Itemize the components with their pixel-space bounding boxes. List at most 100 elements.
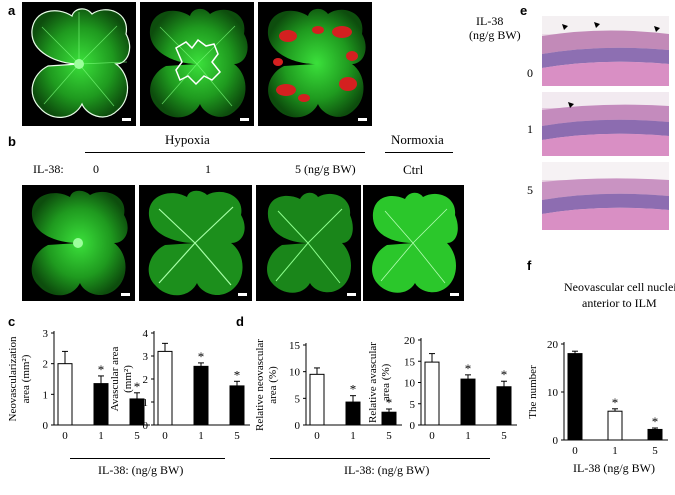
retina-image-b3 — [256, 185, 361, 301]
chart-f1: 0 10 20 The number 0 * 1 * 5 — [527, 339, 668, 457]
panel-label-f: f — [527, 258, 532, 273]
x-tick-label: 1 — [198, 430, 204, 442]
hypoxia-label: Hypoxia — [165, 132, 210, 147]
y-tick-label: 3 — [43, 328, 49, 340]
hypoxia-bracket — [85, 152, 365, 153]
scale-bar — [450, 293, 459, 296]
normoxia-bracket — [385, 152, 453, 153]
x-tick-label: 5 — [386, 430, 392, 442]
significance-marker: * — [350, 382, 357, 397]
y-tick-label: 1 — [143, 397, 149, 409]
y-tick-label: 10 — [404, 378, 416, 390]
x-tick-label: 0 — [429, 430, 435, 442]
y-tick-label: 3 — [143, 351, 149, 363]
y-tick-label: 0 — [143, 420, 149, 432]
y-tick-label: 0 — [295, 420, 301, 432]
scale-bar — [240, 118, 249, 121]
panel-label-d: d — [236, 314, 244, 329]
y-tick-label: 20 — [404, 335, 416, 347]
x-tick-label: 1 — [350, 430, 356, 442]
scale-bar — [347, 293, 356, 296]
dose-label-0: 0 — [93, 162, 99, 176]
y-axis-label: Neovascularization — [7, 336, 19, 421]
dose-label-5: 5 (ng/g BW) — [295, 162, 356, 176]
significance-marker: * — [465, 361, 472, 376]
x-tick-label: 1 — [98, 430, 104, 442]
f-footer: IL-38 (ng/g BW) — [573, 461, 655, 475]
panel-label-a: a — [8, 3, 16, 18]
bar — [647, 428, 663, 441]
significance-marker: * — [652, 414, 659, 429]
histology-image-1 — [542, 92, 669, 156]
x-tick-label: 0 — [314, 430, 320, 442]
retina-image-b4 — [363, 185, 464, 301]
significance-marker: * — [234, 367, 241, 382]
y-axis-label: Avascular area — [109, 346, 121, 411]
panel-label-c: c — [8, 314, 16, 329]
y-axis-label: (mm²) — [122, 365, 134, 393]
e-header-line1: IL-38 — [476, 14, 504, 28]
scale-bar — [121, 293, 130, 296]
x-tick-label: 1 — [612, 445, 618, 457]
retina-image-b2 — [139, 185, 252, 301]
il38-label-b: IL-38: — [33, 162, 64, 176]
y-tick-label: 20 — [547, 339, 559, 351]
significance-marker: * — [386, 395, 393, 410]
bar — [460, 378, 476, 426]
f-title-line1: Neovascular cell nuclei — [564, 280, 675, 294]
dose-label-1: 1 — [205, 162, 211, 176]
y-tick-label: 2 — [43, 359, 49, 371]
e-row-label-1: 1 — [527, 122, 533, 136]
y-tick-label: 4 — [143, 328, 149, 340]
x-tick-label: 5 — [501, 430, 507, 442]
e-row-label-5: 5 — [527, 183, 533, 197]
retina-image-b1 — [22, 185, 135, 301]
y-axis-label: Relative neovascular — [254, 339, 266, 431]
y-tick-label: 0 — [410, 420, 416, 432]
significance-marker: * — [134, 379, 141, 394]
scale-bar — [122, 118, 131, 121]
x-tick-label: 0 — [62, 430, 68, 442]
bar — [567, 353, 583, 441]
bar — [496, 386, 512, 426]
y-tick-label: 15 — [404, 356, 416, 368]
bar — [345, 401, 361, 426]
x-tick-label: 0 — [572, 445, 578, 457]
y-tick-label: 10 — [547, 387, 559, 399]
significance-marker: * — [198, 349, 205, 364]
y-axis-label: area (%) — [267, 366, 279, 404]
scale-bar — [238, 293, 247, 296]
e-row-label-0: 0 — [527, 66, 533, 80]
retina-image-a3 — [258, 2, 372, 126]
y-axis-label: area (%) — [380, 363, 392, 401]
bar — [309, 373, 325, 426]
significance-marker: * — [501, 367, 508, 382]
bar — [607, 410, 623, 441]
e-header-line2: (ng/g BW) — [469, 28, 521, 42]
bar — [424, 361, 440, 426]
y-tick-label: 10 — [289, 367, 301, 379]
normoxia-label: Normoxia — [391, 132, 444, 147]
c-footer-underline — [70, 458, 225, 459]
histology-image-0 — [542, 16, 669, 86]
x-tick-label: 0 — [162, 430, 168, 442]
x-tick-label: 5 — [134, 430, 140, 442]
y-tick-label: 5 — [410, 399, 416, 411]
c-footer: IL-38: (ng/g BW) — [98, 463, 184, 477]
significance-marker: * — [98, 362, 105, 377]
d-footer-underline — [270, 458, 490, 459]
panel-label-b: b — [8, 134, 16, 149]
y-tick-label: 0 — [43, 420, 49, 432]
bar — [57, 363, 73, 426]
y-tick-label: 2 — [143, 374, 149, 386]
d-footer: IL-38: (ng/g BW) — [344, 463, 430, 477]
y-axis-label: Relative avascular — [367, 342, 379, 423]
retina-image-a1 — [22, 2, 136, 126]
y-tick-label: 0 — [553, 435, 559, 447]
y-axis-label: The number — [527, 365, 539, 419]
bar — [229, 385, 245, 426]
